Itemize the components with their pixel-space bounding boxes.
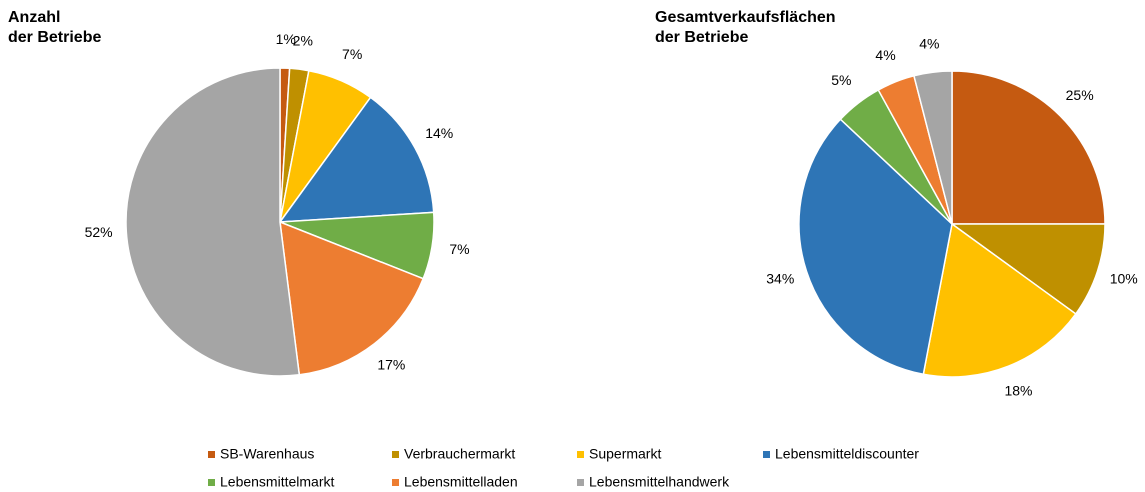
pie-slice	[949, 223, 1106, 315]
data-label: 4%	[919, 36, 939, 52]
data-label: 4%	[875, 47, 895, 63]
legend-swatch	[577, 479, 584, 486]
data-label: 52%	[85, 224, 113, 240]
legend-swatch	[392, 479, 399, 486]
legend-swatch	[392, 451, 399, 458]
legend-swatch	[208, 451, 215, 458]
legend-label: SB-Warenhaus	[220, 446, 314, 462]
legend-label: Lebensmittelladen	[404, 474, 518, 490]
data-label: 18%	[1004, 383, 1032, 399]
data-label: 2%	[293, 32, 313, 48]
legend-label: Supermarkt	[589, 446, 661, 462]
legend-swatch	[763, 451, 770, 458]
data-label: 25%	[1066, 87, 1094, 103]
data-label: 7%	[449, 241, 469, 257]
chart-title: Gesamtverkaufsflächen der Betriebe	[655, 9, 836, 46]
chart-title: Anzahl der Betriebe	[8, 9, 102, 46]
data-label: 10%	[1110, 270, 1138, 286]
legend-label: Lebensmitteldiscounter	[775, 446, 919, 462]
pie-slice	[278, 96, 435, 223]
pie-slice	[951, 70, 1106, 225]
legend-label: Lebensmittelmarkt	[220, 474, 334, 490]
data-label: 14%	[425, 125, 453, 141]
pie-slice	[922, 222, 1077, 378]
legend-swatch	[577, 451, 584, 458]
pie-slice	[279, 220, 425, 376]
data-label: 17%	[377, 356, 405, 372]
legend-swatch	[208, 479, 215, 486]
data-label: 1%	[276, 31, 296, 47]
data-label: 7%	[342, 46, 362, 62]
legend-label: Verbrauchermarkt	[404, 446, 515, 462]
legend-label: Lebensmittelhandwerk	[589, 474, 730, 490]
pie-slice	[798, 118, 953, 376]
data-label: 34%	[766, 270, 794, 286]
data-label: 5%	[831, 72, 851, 88]
pie-slice	[913, 70, 953, 225]
pie-slice	[125, 67, 301, 377]
